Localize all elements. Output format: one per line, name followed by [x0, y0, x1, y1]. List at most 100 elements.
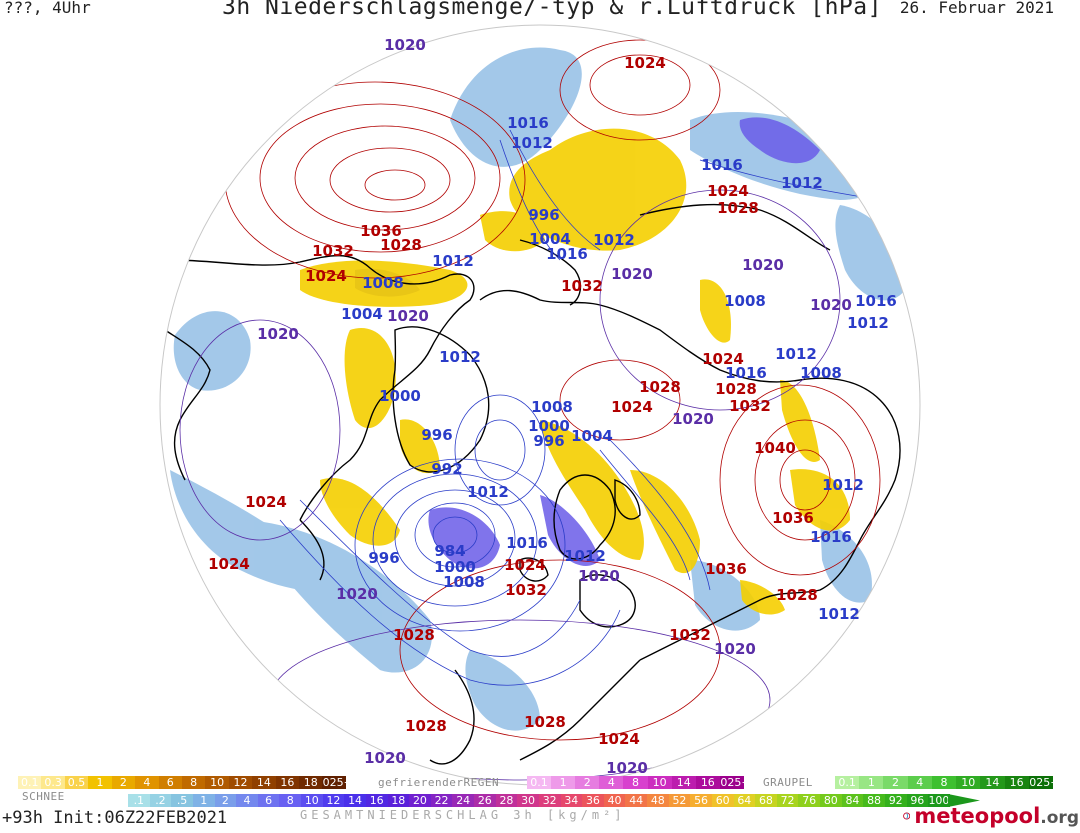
isobar-label: 1020: [611, 265, 653, 283]
total-scale-cell: 60: [711, 794, 734, 807]
isobar-label: 1012: [781, 174, 823, 192]
isobar-label: 1016: [546, 245, 588, 263]
total-scale-cell: 18: [387, 794, 410, 807]
isobar-label: 1028: [524, 713, 566, 731]
run-info: +93h Init:06Z22FEB2021: [2, 808, 228, 828]
isobar-label: 1012: [847, 314, 889, 332]
meteopool-logo-icon: [903, 812, 911, 820]
isobar-label: 1020: [606, 759, 648, 777]
isobar-label: 1024: [707, 182, 749, 200]
isobar-label: 1020: [336, 585, 378, 603]
total-scale-cell: 12: [322, 794, 345, 807]
isobar-label: 1012: [822, 476, 864, 494]
total-scale-cell: 32: [538, 794, 561, 807]
graupel-scale-cell: 0.1: [835, 776, 860, 789]
isobar-label: 1040: [754, 439, 796, 457]
isobar-label: 1020: [672, 410, 714, 428]
isobar-label: 1028: [776, 586, 818, 604]
isobar-label: 1012: [432, 252, 474, 270]
isobar-label: 1024: [504, 556, 546, 574]
snow-scale-cell: 14: [252, 776, 276, 789]
isobar-label: 1020: [384, 36, 426, 54]
isobar-label: 1036: [360, 222, 402, 240]
isobar-label: 1024: [611, 398, 653, 416]
total-scale-cell: 36: [582, 794, 604, 807]
total-scale-cell: .2: [149, 794, 172, 807]
forecast-date: 26. Februar 2021: [899, 0, 1054, 17]
graupel-scale-cell: 1: [859, 776, 884, 789]
total-scale-cell: 68: [755, 794, 777, 807]
total-scale-cell: 2: [214, 794, 237, 807]
graupel-scale-cell: 16: [1004, 776, 1029, 789]
isobar-label: 1028: [715, 380, 757, 398]
isobar-label: 1020: [257, 325, 299, 343]
isobar-label: 1028: [380, 236, 422, 254]
isobar-label: 1012: [564, 547, 606, 565]
total-scale-cell: 44: [625, 794, 647, 807]
isobar-label: 1020: [810, 296, 852, 314]
isobar-label: 1012: [775, 345, 817, 363]
isobar-label: 996: [368, 549, 399, 567]
total-scale-cell: 100: [928, 794, 950, 807]
isobar-label: 1020: [742, 256, 784, 274]
isobar-label: 1016: [810, 528, 852, 546]
snow-scale-cell: 0.3: [41, 776, 65, 789]
isobar-label: 1012: [511, 134, 553, 152]
total-scale-cell: 80: [820, 794, 842, 807]
isobar-label: 996: [528, 206, 559, 224]
isobar-label: 1028: [405, 717, 447, 735]
freezing_rain-scale-cell: 2: [575, 776, 600, 789]
total-scale-cell: 26: [474, 794, 496, 807]
isobar-label: 1000: [528, 417, 570, 435]
isobar-label: 1020: [714, 640, 756, 658]
isobar-label: 1020: [364, 749, 406, 767]
isobar-label: 1024: [598, 730, 640, 748]
total-scale-cell: 52: [668, 794, 691, 807]
freezing_rain-scale-cell: 14: [671, 776, 696, 789]
snow-areas: [300, 128, 850, 615]
isobar-label: 1028: [639, 378, 681, 396]
isobar-label: 1032: [669, 626, 711, 644]
total-scale-cell: 88: [863, 794, 885, 807]
total-scale-cell: 8: [279, 794, 301, 807]
graupel-scale-cell: 14: [980, 776, 1005, 789]
total-scale-cell: 4: [236, 794, 258, 807]
isobar-label: 1008: [800, 364, 842, 382]
brand-logo[interactable]: meteopool.org: [903, 800, 1079, 832]
scale-arrow-icon: [948, 794, 980, 807]
isobar-label: 1012: [439, 348, 481, 366]
isobar-label: 1036: [705, 560, 747, 578]
isobar-label: 1020: [578, 567, 620, 585]
isobar-label: 1008: [443, 573, 485, 591]
isobar-label: 996: [421, 426, 452, 444]
isobar-label: 1012: [467, 483, 509, 501]
total-scale-cell: 40: [603, 794, 626, 807]
total-scale-cell: 84: [841, 794, 864, 807]
isobar-label: 1000: [434, 558, 476, 576]
freezing_rain-scale-cell: 8: [623, 776, 648, 789]
total-scale-cell: 92: [884, 794, 907, 807]
freezing-rain-label: gefrierenderREGEN: [378, 776, 500, 789]
isobar-label: 1024: [624, 54, 666, 72]
total-scale-cell: 24: [452, 794, 474, 807]
total-scale-cell: 6: [257, 794, 280, 807]
total-scale-cell: 34: [560, 794, 583, 807]
total-scale-cell: 28: [495, 794, 518, 807]
freezing-rain-scale: 0.112481014162025+: [527, 776, 744, 789]
isobar-label: 1024: [702, 350, 744, 368]
isobar-label: 1020: [387, 307, 429, 325]
isobar-label: 1004: [529, 230, 571, 248]
total-scale-cell: 16: [365, 794, 388, 807]
isobar-label: 1016: [725, 364, 767, 382]
snow-scale-cell: 2025+: [322, 776, 346, 789]
isobar-label: 1004: [341, 305, 383, 323]
total-scale-cell: 20: [409, 794, 431, 807]
brand-name: meteopool.org: [914, 804, 1079, 828]
total-scale-cell: 56: [690, 794, 712, 807]
snow-scale-cell: 4: [135, 776, 159, 789]
map-title: 3h Niederschlagsmenge/-typ & r.Luftdruck…: [222, 0, 882, 20]
freezing_rain-scale-cell: 16: [695, 776, 720, 789]
graupel-scale-cell: 2025+: [1028, 776, 1053, 789]
